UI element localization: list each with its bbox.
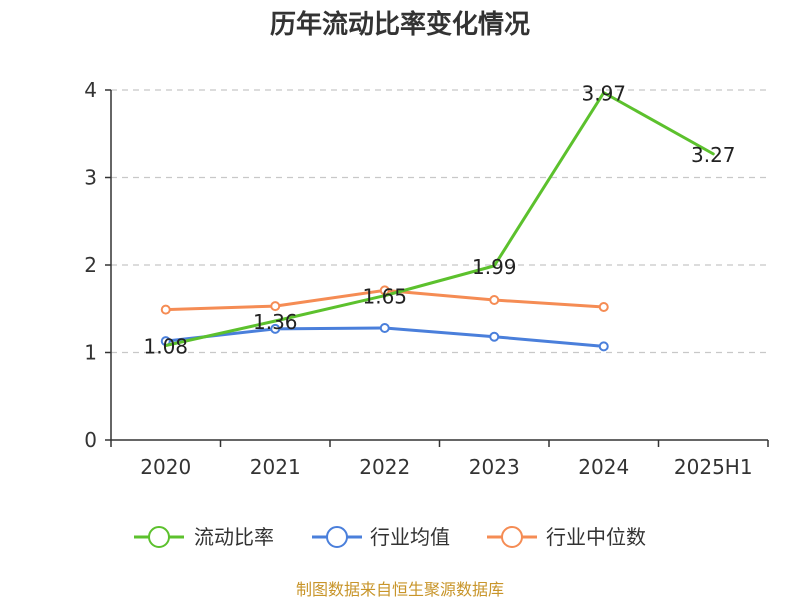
legend-marker-2 [501,526,523,548]
legend-label-0: 流动比率 [194,525,274,549]
legend-marker-1 [326,526,348,548]
x-tick-label-2020: 2020 [140,455,191,479]
series-2-point-3 [489,295,500,305]
series-1-point-4 [598,341,609,352]
x-tick-label-2022: 2022 [359,455,410,479]
y-tick-label-1: 1 [84,341,97,365]
y-tick-label-4: 4 [84,78,97,102]
data-labels: 1.08 1.36 1.65 1.99 3.97 3.27 [143,82,735,359]
legend: 流动比率 行业均值 行业中位数 [134,525,646,549]
legend-marker-0 [148,526,170,548]
y-tick-label-0: 0 [84,428,97,452]
series-2-point-4 [598,302,609,312]
data-label-3: 1.99 [472,255,517,279]
legend-label-1: 行业均值 [370,525,450,549]
data-label-0: 1.08 [143,335,188,359]
series-2-point-0 [160,304,171,315]
series-group [160,91,715,352]
axes: 0 1 2 3 4 2020 2021 2022 2023 2024 2025H1 [84,78,769,479]
legend-label-2: 行业中位数 [546,525,646,549]
series-1-point-1 [270,323,281,334]
series-1-point-3 [489,331,500,342]
y-tick-label-3: 3 [84,166,97,190]
series-line-0 [164,91,715,347]
series-1-point-2 [379,323,390,333]
source-footer: 制图数据来自恒生聚源数据库 [296,580,504,599]
chart-title: 历年流动比率变化情况 [270,9,530,40]
x-tick-label-2023: 2023 [469,455,520,479]
x-tick-label-2021: 2021 [250,455,301,479]
y-tick-label-2: 2 [84,253,97,277]
x-tick-label-2025H1: 2025H1 [674,455,753,479]
data-label-1: 1.36 [253,310,298,334]
data-label-2: 1.65 [362,285,407,309]
data-label-4: 3.97 [581,82,626,106]
x-tick-label-2024: 2024 [578,455,629,479]
data-label-5: 3.27 [691,143,736,167]
series-2-point-1 [270,301,281,312]
